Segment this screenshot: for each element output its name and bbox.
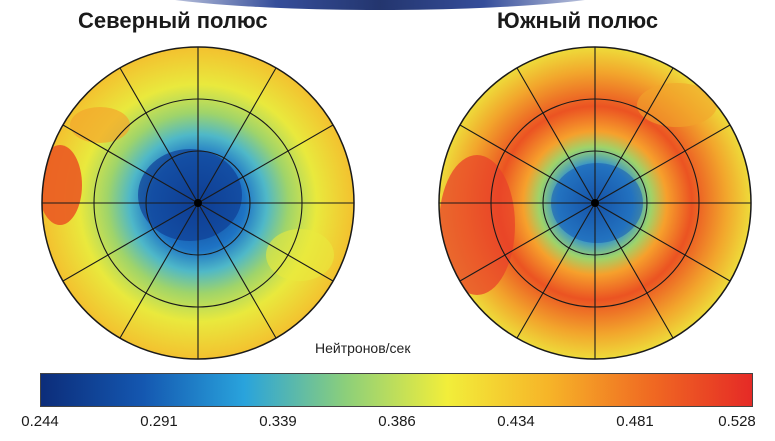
colorbar	[40, 373, 753, 407]
north-pole-map	[41, 46, 355, 360]
south-pole-title: Южный полюс	[497, 8, 659, 33]
south-orange-patch	[637, 83, 717, 127]
colorbar-tick-label: 0.339	[259, 413, 297, 430]
colorbar-units-label: Нейтронов/сек	[315, 340, 411, 356]
north-map-border	[41, 46, 355, 360]
south-pole-marker	[591, 199, 599, 207]
south-pole-map	[438, 46, 752, 360]
colorbar-tick-label: 0.481	[616, 413, 654, 430]
colorbar-tick-label: 0.434	[497, 413, 535, 430]
south-map-border	[438, 46, 752, 360]
south-red-patch	[439, 155, 515, 295]
colorbar-tick-label: 0.386	[378, 413, 416, 430]
north-red-patch	[42, 145, 82, 225]
decorative-band	[120, 0, 640, 10]
north-core-patch	[138, 149, 242, 241]
north-pole-title: Северный полюс	[78, 8, 268, 33]
north-orange-patch	[70, 107, 130, 143]
colorbar-tick-label: 0.528	[718, 413, 756, 430]
north-yellow-patch	[266, 229, 334, 281]
colorbar-tick-label: 0.244	[21, 413, 59, 430]
colorbar-tick-label: 0.291	[140, 413, 178, 430]
north-pole-marker	[194, 199, 202, 207]
